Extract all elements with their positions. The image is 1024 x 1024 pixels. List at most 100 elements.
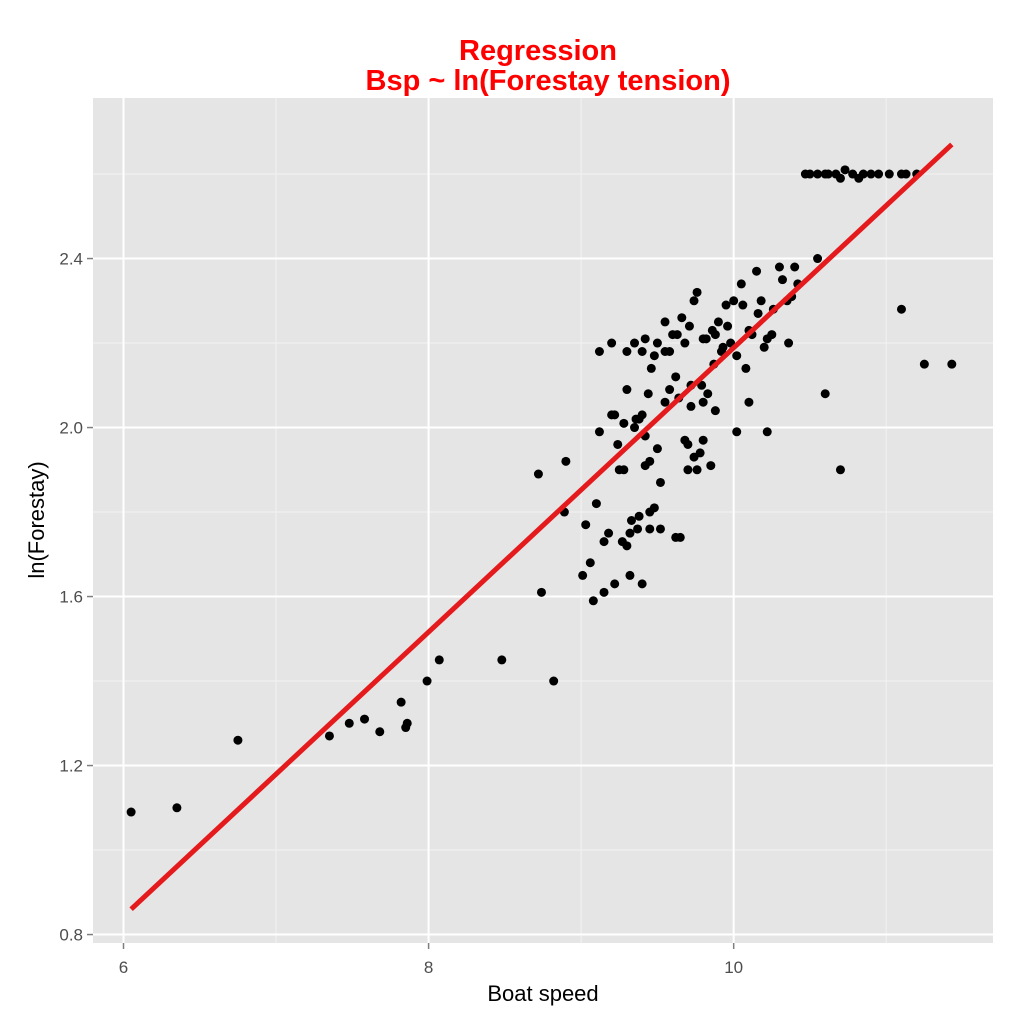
- data-point: [375, 727, 385, 737]
- data-point: [813, 169, 823, 179]
- data-point: [172, 803, 182, 813]
- data-point: [805, 169, 815, 179]
- data-point: [594, 347, 604, 356]
- data-point: [756, 296, 766, 306]
- data-point: [840, 165, 850, 175]
- data-point: [634, 511, 644, 521]
- data-point: [858, 169, 868, 179]
- data-point: [790, 262, 800, 272]
- data-point: [692, 465, 702, 475]
- data-point: [585, 558, 595, 568]
- data-point: [660, 347, 670, 356]
- data-point: [497, 655, 507, 665]
- data-point: [777, 275, 787, 285]
- regression-line-group: [129, 142, 954, 912]
- data-point: [762, 427, 772, 437]
- data-point: [660, 317, 670, 327]
- x-tick-label: 6: [119, 958, 128, 977]
- data-point: [630, 338, 640, 348]
- data-point: [901, 169, 911, 179]
- data-point: [360, 714, 370, 724]
- grid-lines: [93, 98, 993, 943]
- data-point: [744, 397, 754, 407]
- y-axis: 0.8 1.2 1.6 2.0 2.4: [59, 250, 93, 945]
- data-point: [533, 469, 543, 479]
- data-point: [689, 452, 699, 462]
- data-point: [561, 456, 571, 466]
- data-point: [703, 389, 713, 399]
- data-point: [752, 266, 762, 276]
- data-point: [759, 342, 769, 352]
- data-point: [721, 300, 731, 310]
- data-point: [692, 287, 702, 297]
- y-tick-label: 0.8: [59, 926, 83, 945]
- y-tick-label: 2.0: [59, 419, 83, 438]
- data-point: [599, 587, 609, 597]
- data-point: [625, 528, 635, 538]
- data-point: [549, 676, 559, 686]
- data-point: [622, 347, 632, 356]
- data-point: [784, 338, 794, 348]
- data-point: [652, 338, 662, 348]
- data-point: [736, 279, 746, 289]
- data-point: [607, 338, 617, 348]
- data-point: [753, 308, 763, 318]
- data-point: [622, 385, 632, 395]
- regression-line: [129, 142, 954, 912]
- data-point: [732, 427, 742, 437]
- data-point: [344, 718, 354, 728]
- data-point: [645, 524, 655, 534]
- data-point: [434, 655, 444, 665]
- data-point: [599, 537, 609, 547]
- data-point: [630, 423, 640, 433]
- data-point: [591, 499, 601, 509]
- data-point: [820, 389, 830, 399]
- data-point: [835, 465, 845, 475]
- data-point: [536, 587, 546, 597]
- x-tick-label: 8: [424, 958, 433, 977]
- data-point: [686, 401, 696, 411]
- y-tick-label: 2.4: [59, 250, 83, 269]
- data-point: [835, 173, 845, 183]
- data-point: [625, 570, 635, 580]
- data-point: [866, 169, 876, 179]
- data-point: [613, 439, 623, 449]
- data-point: [684, 321, 694, 331]
- data-point: [619, 418, 629, 428]
- data-point: [646, 363, 656, 373]
- data-point: [655, 524, 665, 534]
- data-point: [683, 439, 693, 449]
- data-point: [698, 397, 708, 407]
- data-point: [660, 397, 670, 407]
- data-point: [706, 461, 716, 471]
- data-point: [896, 304, 906, 314]
- data-point: [649, 503, 659, 513]
- data-point: [707, 325, 717, 335]
- data-point: [874, 169, 884, 179]
- data-point: [823, 169, 833, 179]
- data-point: [947, 359, 957, 369]
- data-point: [671, 372, 681, 382]
- data-point: [324, 731, 334, 741]
- data-point: [741, 363, 751, 373]
- data-point: [649, 351, 659, 361]
- data-point: [713, 317, 723, 327]
- data-point: [643, 389, 653, 399]
- data-point: [671, 532, 681, 542]
- data-point: [710, 406, 720, 416]
- data-point: [640, 461, 650, 471]
- data-point: [698, 435, 708, 445]
- data-point: [578, 570, 588, 580]
- data-point: [422, 676, 432, 686]
- data-point: [402, 718, 412, 728]
- data-point: [614, 465, 624, 475]
- data-point: [640, 334, 650, 344]
- data-point: [610, 579, 620, 589]
- data-point: [634, 414, 644, 424]
- data-point: [604, 528, 614, 538]
- data-point: [723, 321, 733, 331]
- data-point: [919, 359, 929, 369]
- data-point: [729, 296, 739, 306]
- chart-title: Regression: [459, 35, 617, 67]
